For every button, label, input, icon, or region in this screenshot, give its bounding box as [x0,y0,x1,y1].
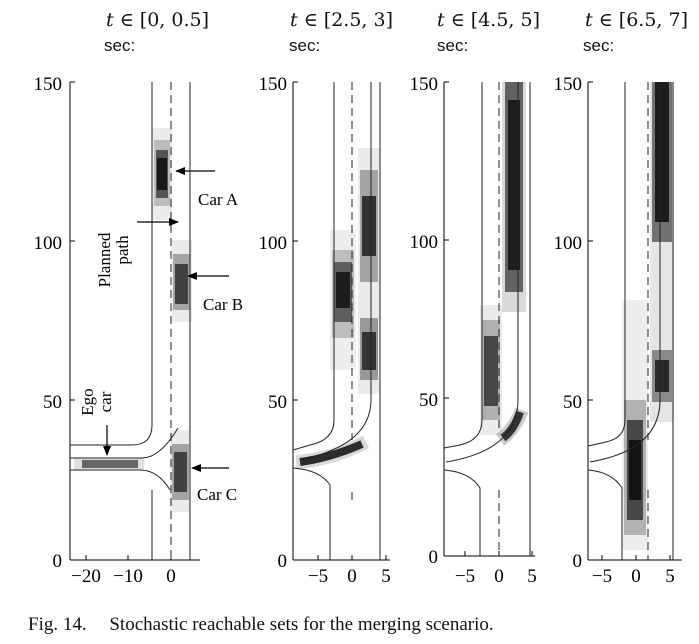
panel-3-ytick-50: 50 [419,390,438,411]
panel-3-unit: sec: [437,36,469,55]
figure-caption: Fig. 14. Stochastic reachable sets for t… [28,614,494,636]
panel-4-unit: sec: [583,36,615,55]
ego-label-line1: Ego [78,388,97,415]
planned-label-line1: Planned [95,232,114,287]
panel-2-xtick-minus5: −5 [308,566,328,587]
panel-3-ytick-150: 150 [410,74,439,95]
panel-3-title: t ∈ [4.5, 5] [437,10,540,30]
panel-4-title: t ∈ [6.5, 7] [585,10,688,30]
panel-4-xtick-minus5: −5 [592,566,612,587]
panel-3-ytick-0: 0 [429,547,439,568]
panel-3-t: t [437,9,445,31]
panel-1-title: t ∈ [0, 0.5] [106,10,209,30]
panel-4-ytick-50: 50 [563,392,582,413]
panel-4-xtick-0: 0 [631,566,641,587]
panel-2-unit: sec: [289,36,321,55]
panel-1-x-ticks [85,555,172,560]
panel-3-range: ∈ [4.5, 5] [450,9,541,31]
panel-1-ytick-100: 100 [34,233,63,254]
car-a-label: Car A [198,190,239,209]
panel-1-road [70,82,191,560]
panel-1-reachable-sets [74,128,192,512]
panel-2-ytick-50: 50 [268,392,287,413]
panel-1-y-ticks [70,81,75,561]
panel-1: Car A Car B Car C Planned path Ego car 1… [34,74,244,587]
panel-4-road [587,82,674,560]
reachable-sets-figure: Car A Car B Car C Planned path Ego car 1… [34,74,682,587]
panel-4-range: ∈ [6.5, 7] [598,9,689,31]
car-c-label: Car C [197,485,237,504]
panel-2-xtick-5: 5 [381,566,391,587]
car-b-label: Car B [203,295,243,314]
panel-2-ytick-0: 0 [278,551,288,572]
panel-4-reachable-sets [622,82,674,550]
panel-1-range: ∈ [0, 0.5] [119,9,210,31]
panel-4-t: t [585,9,593,31]
panel-4-x-ticks [601,555,671,560]
panel-2: 150 100 50 0 −5 0 5 [259,74,391,587]
panel-4: 150 100 50 0 −5 0 5 [554,74,682,587]
panel-2-xtick-0: 0 [347,566,357,587]
panel-2-ytick-100: 100 [259,233,288,254]
panel-4-ytick-0: 0 [573,551,583,572]
panel-1-ytick-50: 50 [43,392,62,413]
panel-3-xtick-0: 0 [494,566,504,587]
panel-2-x-ticks [317,555,387,560]
panel-1-xtick-0: 0 [166,566,176,587]
panel-1-xtick-minus10: −10 [113,566,143,587]
panel-2-t: t [290,9,298,31]
panel-2-range: ∈ [2.5, 3] [303,9,394,31]
panel-3-xtick-minus5: −5 [455,566,475,587]
panel-2-title: t ∈ [2.5, 3] [290,10,393,30]
panel-2-road [292,82,381,560]
panel-4-xtick-5: 5 [665,566,675,587]
planned-label-line2: path [113,235,132,265]
panel-4-y-ticks [588,81,593,561]
panel-3-ytick-100: 100 [410,232,439,253]
panel-1-xtick-minus20: −20 [71,566,101,587]
panel-1-t: t [106,9,114,31]
panel-3-y-ticks [444,81,449,557]
panel-3-xtick-5: 5 [527,566,537,587]
panel-3-reachable-sets [480,82,529,446]
panel-1-unit: sec: [104,36,136,55]
panel-3: 150 100 50 0 −5 0 5 [410,74,537,587]
panel-1-ytick-0: 0 [53,551,63,572]
panel-4-ytick-150: 150 [554,74,583,95]
panel-1-ytick-150: 150 [34,74,63,95]
panel-3-road [443,82,531,556]
panel-2-reachable-sets [295,148,380,469]
panel-1-arrows [103,167,229,472]
ego-label-line2: car [96,391,115,412]
panel-2-ytick-150: 150 [259,74,288,95]
panel-2-y-ticks [293,81,298,561]
figure-caption-text: Stochastic reachable sets for the mergin… [109,614,494,635]
figure-caption-label: Fig. 14. [28,614,87,635]
panel-4-ytick-100: 100 [554,233,583,254]
